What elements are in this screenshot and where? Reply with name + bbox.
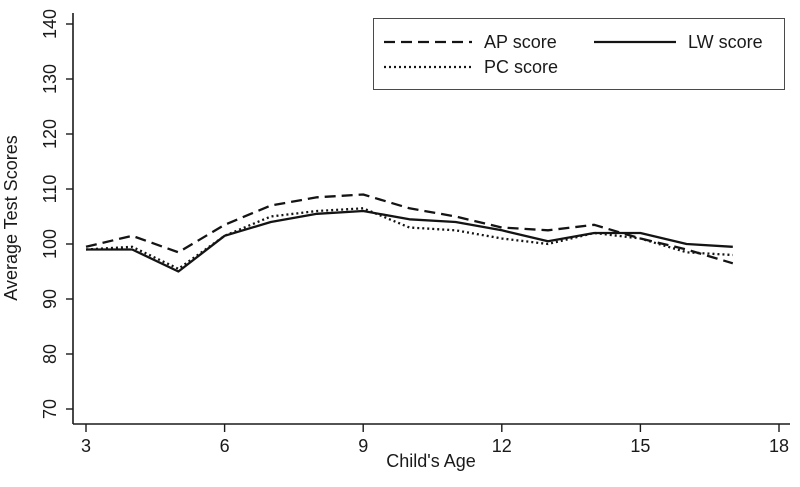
series-line-lw-score xyxy=(86,209,733,273)
y-tick-label: 70 xyxy=(40,399,60,419)
y-tick-label: 90 xyxy=(40,289,60,309)
legend-label-pc-score: PC score xyxy=(484,56,559,77)
legend-item-pc-score: PC score xyxy=(384,58,594,76)
y-tick-label: 110 xyxy=(40,175,60,204)
x-tick-label: 15 xyxy=(630,436,650,456)
x-tick-label: 3 xyxy=(81,436,91,456)
solid-line-sample-icon xyxy=(594,40,676,43)
y-tick-label: 100 xyxy=(40,229,60,259)
legend-label-ap-score: AP score xyxy=(484,31,557,52)
y-tick-label: 130 xyxy=(40,64,60,94)
x-tick-label: 9 xyxy=(358,436,368,456)
y-tick-label: 120 xyxy=(40,119,60,149)
legend-item-lw-score: LW score xyxy=(594,33,784,51)
series-line-ap-score xyxy=(85,193,734,265)
y-axis-title: Average Test Scores xyxy=(1,135,21,300)
y-tick-label: 140 xyxy=(40,9,60,39)
y-tick-label: 80 xyxy=(40,344,60,364)
x-tick-label: 12 xyxy=(492,436,512,456)
legend-item-ap-score: AP score xyxy=(384,33,594,51)
dashed-line-sample-icon xyxy=(384,40,472,43)
dotted-line-sample-icon xyxy=(384,65,472,68)
legend: AP score LW score PC score xyxy=(373,18,785,90)
x-axis-title: Child's Age xyxy=(386,451,476,471)
x-tick-label: 6 xyxy=(220,436,230,456)
series-line-pc-score xyxy=(85,207,733,270)
x-tick-label: 18 xyxy=(769,436,789,456)
legend-label-lw-score: LW score xyxy=(688,31,763,52)
